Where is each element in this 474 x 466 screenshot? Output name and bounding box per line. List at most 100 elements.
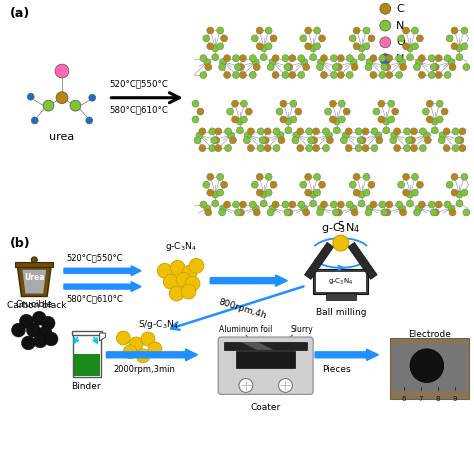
Circle shape xyxy=(11,323,26,337)
Circle shape xyxy=(394,145,401,151)
Circle shape xyxy=(333,235,349,251)
Circle shape xyxy=(225,128,231,135)
Circle shape xyxy=(448,59,455,66)
Circle shape xyxy=(456,54,463,61)
Circle shape xyxy=(269,59,276,66)
Circle shape xyxy=(459,145,466,151)
Circle shape xyxy=(237,64,245,70)
Circle shape xyxy=(252,205,259,212)
Circle shape xyxy=(19,314,33,328)
Circle shape xyxy=(461,43,468,50)
Circle shape xyxy=(359,137,366,144)
Circle shape xyxy=(260,191,267,198)
Text: Pieces: Pieces xyxy=(322,365,351,374)
Circle shape xyxy=(298,201,305,208)
Circle shape xyxy=(329,100,337,107)
Circle shape xyxy=(212,45,219,52)
Circle shape xyxy=(407,54,413,61)
Circle shape xyxy=(273,128,280,135)
Polygon shape xyxy=(73,333,100,377)
Circle shape xyxy=(41,316,55,330)
Circle shape xyxy=(317,64,323,70)
Circle shape xyxy=(327,137,333,144)
Circle shape xyxy=(256,27,263,34)
Circle shape xyxy=(402,27,410,34)
Bar xyxy=(392,344,467,391)
Circle shape xyxy=(423,132,430,139)
Circle shape xyxy=(319,35,326,42)
Circle shape xyxy=(207,27,214,34)
Circle shape xyxy=(251,181,258,188)
Circle shape xyxy=(383,127,390,134)
Circle shape xyxy=(293,132,300,139)
Circle shape xyxy=(300,181,307,188)
Circle shape xyxy=(215,128,222,135)
Circle shape xyxy=(451,43,458,50)
Circle shape xyxy=(282,71,289,78)
Circle shape xyxy=(265,189,272,196)
Circle shape xyxy=(402,189,410,196)
Circle shape xyxy=(406,137,412,144)
Text: C: C xyxy=(396,4,404,14)
Circle shape xyxy=(398,181,405,188)
Circle shape xyxy=(221,181,228,188)
Circle shape xyxy=(224,71,230,78)
Circle shape xyxy=(333,118,340,125)
Circle shape xyxy=(86,117,93,124)
Circle shape xyxy=(380,20,391,31)
Circle shape xyxy=(449,209,456,216)
Circle shape xyxy=(313,128,319,135)
Circle shape xyxy=(276,108,283,115)
Circle shape xyxy=(439,132,446,139)
Text: Carbon black: Carbon black xyxy=(7,302,66,310)
Circle shape xyxy=(443,145,450,151)
Circle shape xyxy=(297,128,304,135)
Circle shape xyxy=(256,173,263,180)
Circle shape xyxy=(355,128,362,135)
Circle shape xyxy=(148,342,162,356)
Circle shape xyxy=(432,64,439,70)
Circle shape xyxy=(436,100,443,107)
Circle shape xyxy=(345,145,352,151)
Circle shape xyxy=(199,128,206,135)
Circle shape xyxy=(463,209,470,216)
Circle shape xyxy=(314,189,320,196)
Circle shape xyxy=(444,201,451,208)
Circle shape xyxy=(217,27,224,34)
Circle shape xyxy=(192,116,199,123)
Circle shape xyxy=(176,272,191,287)
Circle shape xyxy=(205,64,212,70)
Circle shape xyxy=(318,59,325,66)
FancyArrow shape xyxy=(107,349,198,361)
Circle shape xyxy=(298,55,305,62)
Circle shape xyxy=(378,116,385,123)
Bar xyxy=(316,272,365,292)
Circle shape xyxy=(157,263,172,278)
Circle shape xyxy=(270,181,277,188)
Circle shape xyxy=(396,55,402,62)
Circle shape xyxy=(340,137,347,144)
Circle shape xyxy=(260,54,267,61)
Circle shape xyxy=(386,201,393,208)
Text: Aluminum foil: Aluminum foil xyxy=(219,325,273,334)
Circle shape xyxy=(284,209,291,216)
Circle shape xyxy=(357,137,364,144)
Circle shape xyxy=(396,201,402,208)
Circle shape xyxy=(381,209,388,216)
Text: N: N xyxy=(396,21,404,31)
Circle shape xyxy=(303,209,310,216)
Circle shape xyxy=(422,108,429,115)
Bar xyxy=(313,269,368,295)
Circle shape xyxy=(224,55,230,62)
Circle shape xyxy=(353,189,360,196)
Circle shape xyxy=(451,27,458,34)
Circle shape xyxy=(237,209,245,216)
Circle shape xyxy=(337,201,344,208)
Circle shape xyxy=(400,64,407,70)
Circle shape xyxy=(204,205,211,212)
Circle shape xyxy=(435,201,442,208)
Circle shape xyxy=(400,209,407,216)
Circle shape xyxy=(240,116,247,123)
Circle shape xyxy=(227,108,234,115)
Circle shape xyxy=(264,145,271,151)
